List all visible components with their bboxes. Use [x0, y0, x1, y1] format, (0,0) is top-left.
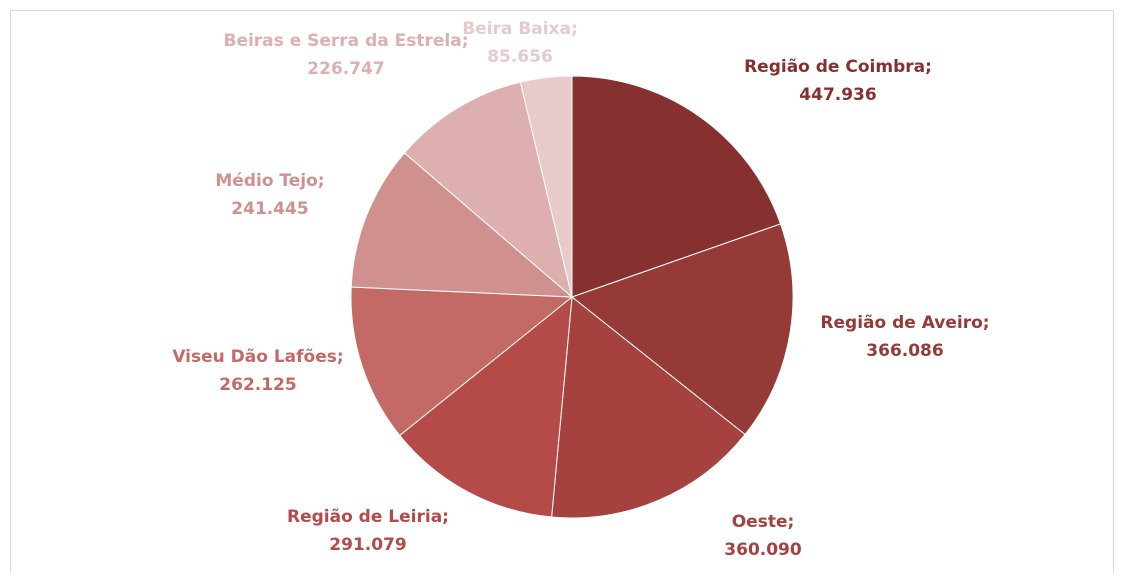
label-category: Médio Tejo; [215, 171, 324, 191]
data-label: Região de Aveiro; 366.086 [820, 313, 989, 361]
label-category: Região de Coimbra; [744, 57, 932, 77]
label-category: Região de Leiria; [287, 507, 449, 527]
data-label: Oeste; 360.090 [724, 512, 802, 560]
label-category: Beiras e Serra da Estrela; [223, 31, 468, 51]
chart-frame [10, 10, 1114, 573]
pie-slice [398, 295, 573, 518]
label-value: 262.125 [219, 375, 296, 395]
pie-slice [403, 81, 573, 299]
data-label: Beiras e Serra da Estrela; 226.747 [223, 31, 468, 79]
label-value: 360.090 [724, 540, 802, 560]
label-value: 366.086 [866, 341, 943, 361]
pie-slice [519, 75, 573, 298]
pie-slice [350, 152, 574, 298]
label-category: Oeste; [732, 512, 795, 532]
data-label: Região de Leiria; 291.079 [287, 507, 449, 555]
label-value: 226.747 [307, 59, 384, 79]
data-label: Médio Tejo; 241.445 [215, 171, 324, 219]
data-label: Região de Coimbra; 447.936 [744, 57, 932, 105]
data-label: Beira Baixa; 85.656 [462, 19, 578, 67]
data-label: Viseu Dão Lafões; 262.125 [172, 347, 343, 395]
label-value: 447.936 [799, 85, 876, 105]
pie-slice [570, 223, 794, 436]
pie-slice [551, 296, 746, 519]
pie-slice [350, 286, 574, 437]
label-value: 291.079 [329, 535, 406, 555]
label-value: 241.445 [231, 199, 308, 219]
label-category: Região de Aveiro; [820, 313, 989, 333]
label-category: Viseu Dão Lafões; [172, 347, 343, 367]
label-category: Beira Baixa; [462, 19, 578, 39]
label-value: 85.656 [487, 47, 553, 67]
